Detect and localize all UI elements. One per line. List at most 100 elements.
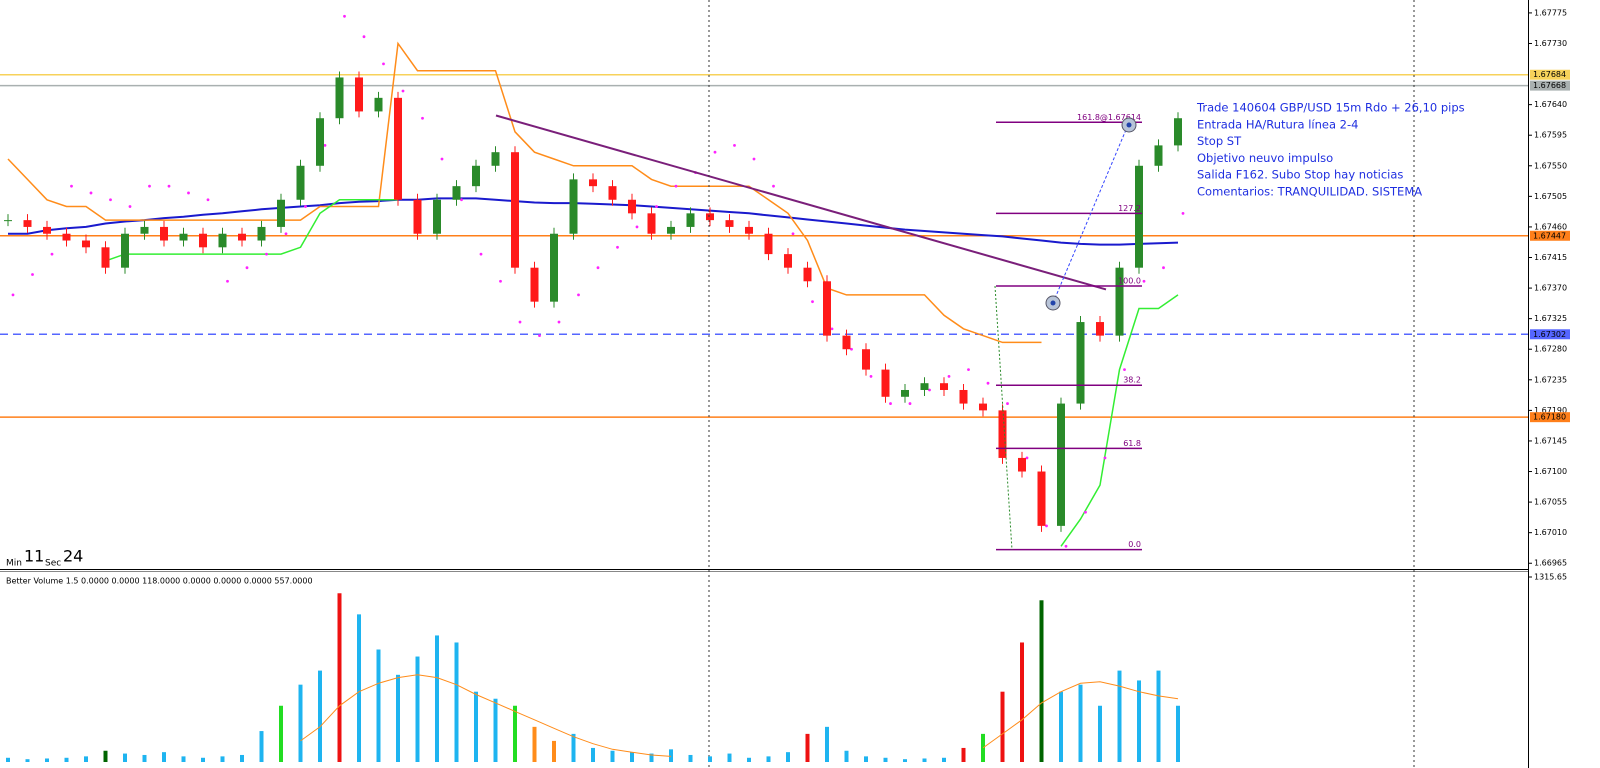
y-tick-label: 1315.65 bbox=[1534, 573, 1567, 582]
y-tick-label: 1.67640 bbox=[1534, 100, 1567, 109]
sar-dot bbox=[1045, 524, 1048, 528]
sar-dot bbox=[499, 279, 502, 283]
sar-dot bbox=[1123, 368, 1126, 372]
sar-dot bbox=[830, 327, 834, 331]
sar-dot bbox=[908, 402, 912, 405]
candle bbox=[335, 77, 344, 119]
volume-bar bbox=[708, 756, 712, 762]
y-tick-label: 1.67775 bbox=[1534, 8, 1567, 17]
candle bbox=[1057, 403, 1065, 526]
candle bbox=[394, 97, 402, 200]
volume-bar bbox=[649, 753, 654, 762]
sar-dot bbox=[596, 266, 600, 270]
trade-note: Stop ST bbox=[1197, 134, 1242, 148]
price-label: 1.67447 bbox=[1533, 231, 1566, 240]
volume-bar bbox=[454, 642, 459, 762]
volume-bar bbox=[727, 753, 732, 762]
timer-value: 24 bbox=[63, 547, 83, 566]
y-tick-label: 1.67145 bbox=[1534, 436, 1567, 445]
volume-bar bbox=[396, 674, 400, 762]
candle bbox=[803, 267, 812, 282]
sar-dot bbox=[1181, 211, 1185, 215]
sar-dot bbox=[382, 62, 385, 66]
candle bbox=[881, 369, 890, 397]
sar-dot bbox=[518, 320, 522, 324]
sar-dot bbox=[557, 320, 561, 324]
candle bbox=[23, 220, 32, 227]
moving-average bbox=[8, 197, 1179, 246]
sar-dot bbox=[460, 198, 463, 202]
price-label: 1.67180 bbox=[1533, 413, 1566, 422]
sar-dot bbox=[850, 347, 853, 351]
volume-bar bbox=[532, 726, 537, 762]
sar-dot bbox=[889, 402, 892, 405]
volume-bar bbox=[25, 759, 30, 762]
candle bbox=[1018, 457, 1026, 472]
sar-dot bbox=[50, 252, 54, 256]
volume-bar bbox=[1156, 670, 1161, 762]
volume-bar bbox=[1098, 705, 1102, 762]
timer-label: Sec bbox=[45, 559, 61, 569]
volume-bar bbox=[513, 705, 517, 762]
stop-line bbox=[105, 199, 1179, 547]
y-tick-label: 1.67325 bbox=[1534, 314, 1567, 323]
candle bbox=[530, 267, 539, 302]
sar-dot bbox=[187, 191, 190, 195]
fib-label: 38.2 bbox=[1123, 376, 1141, 385]
sar-dot bbox=[1142, 279, 1146, 283]
sar-dot bbox=[1162, 266, 1165, 270]
sar-dot bbox=[928, 388, 931, 392]
sar-dot bbox=[1084, 510, 1087, 514]
candle bbox=[862, 349, 870, 370]
fib-label: 127.2 bbox=[1118, 204, 1141, 213]
price-pane: 161.8@1.67614 127.2 100.0 38.2 61.8 0.0 bbox=[0, 14, 1528, 551]
volume-bar bbox=[64, 757, 69, 762]
candle bbox=[316, 118, 324, 166]
price-label: 1.67302 bbox=[1533, 330, 1566, 339]
volume-bar bbox=[142, 754, 147, 762]
volume-bar bbox=[435, 635, 439, 762]
candle bbox=[647, 213, 656, 234]
volume-bar bbox=[318, 670, 322, 762]
sar-dot bbox=[128, 205, 132, 208]
volume-bar bbox=[279, 705, 283, 762]
volume-bar bbox=[669, 749, 673, 762]
candle bbox=[920, 383, 929, 390]
candle bbox=[296, 165, 305, 200]
volume-bar bbox=[45, 758, 49, 762]
volume-bar bbox=[747, 757, 751, 762]
volume-bar bbox=[1039, 600, 1044, 762]
sar-dot bbox=[1025, 456, 1029, 460]
candle bbox=[667, 226, 675, 234]
sar-dot bbox=[538, 334, 541, 338]
price-label-box bbox=[1530, 80, 1570, 91]
sar-dot bbox=[635, 225, 639, 229]
candle bbox=[628, 199, 636, 214]
candle bbox=[1076, 322, 1085, 404]
candle bbox=[160, 226, 168, 241]
sar-dot bbox=[362, 35, 366, 39]
candle bbox=[374, 97, 383, 112]
volume-bar bbox=[942, 757, 946, 762]
volume-bar bbox=[961, 747, 966, 762]
y-tick-label: 1.67415 bbox=[1534, 253, 1567, 262]
y-tick-label: 1.67010 bbox=[1534, 528, 1567, 537]
volume-bar bbox=[688, 754, 693, 762]
sar-dot bbox=[109, 198, 112, 202]
volume-bar bbox=[1020, 642, 1024, 762]
volume-bar bbox=[415, 656, 420, 762]
volume-bar bbox=[844, 750, 849, 762]
y-tick-label: 1.67595 bbox=[1534, 131, 1567, 140]
candle bbox=[140, 226, 149, 234]
sar-dot bbox=[1006, 402, 1009, 405]
candle bbox=[218, 233, 227, 248]
volume-bar bbox=[357, 614, 361, 762]
sar-dot bbox=[421, 116, 424, 120]
volume-bar bbox=[376, 649, 381, 762]
sar-dot bbox=[616, 245, 619, 249]
sar-dot bbox=[89, 191, 93, 195]
volume-bar bbox=[805, 733, 810, 762]
candle bbox=[589, 179, 597, 187]
